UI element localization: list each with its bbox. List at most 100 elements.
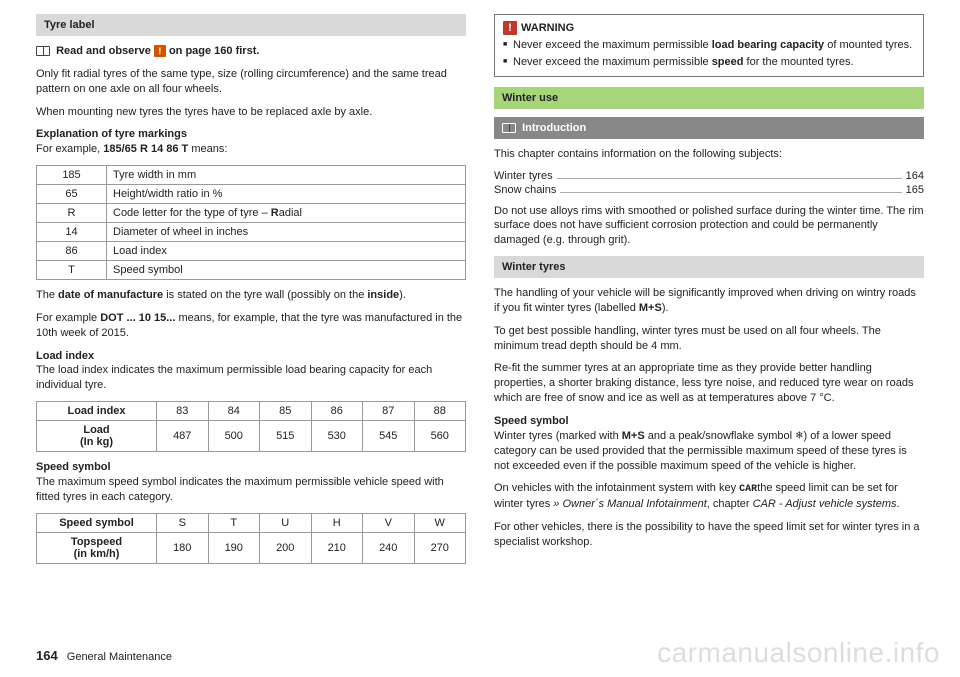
marking-code: 185 [37,166,107,185]
wt-p2: To get best possible handling, winter ty… [494,324,924,354]
load-cell: 545 [363,421,415,452]
load-cell: 500 [208,421,260,452]
load-p: The load index indicates the maximum per… [36,364,432,391]
introduction-text: Introduction [522,122,586,134]
marking-code: 65 [37,185,107,204]
load-cell: 88 [414,402,466,421]
expl-eg-bold: 185/65 R 14 86 T [103,143,188,155]
table-tyre-marking: 185Tyre width in mm65Height/width ratio … [36,165,466,280]
warning-item: Never exceed the maximum permissible loa… [503,38,915,53]
toc: Winter tyres 164 Snow chains 165 [494,170,924,196]
load-index-block: Load index The load index indicates the … [36,349,466,394]
dot-pre: For example [36,312,100,324]
marking-desc: Diameter of wheel in inches [107,223,466,242]
ss-p1-b1: M+S [622,430,645,442]
marking-desc: Load index [107,242,466,261]
speed-cell: 210 [311,532,363,563]
marking-desc: Tyre width in mm [107,166,466,185]
warning-item: Never exceed the maximum permissible spe… [503,55,915,70]
ss-p3: For other vehicles, there is the possibi… [494,520,924,550]
expl-heading-text: Explanation of tyre markings [36,128,187,140]
load-row2-label: Load (In kg) [37,421,157,452]
wt-p1-post: ). [662,302,669,314]
speed-row1-label: Speed symbol [37,513,157,532]
car-key-icon: CAR [739,484,757,495]
explanation-heading: Explanation of tyre markings For example… [36,127,466,157]
dot-b: DOT ... 10 15... [100,312,175,324]
table-load-index: Load index 83 84 85 86 87 88 Load (In kg… [36,401,466,452]
footer-section: General Maintenance [67,651,172,663]
speed-cell: S [157,513,209,532]
page-number: 164 [36,648,58,663]
speed-h: Speed symbol [36,461,111,473]
dom-b2: inside [367,289,399,301]
speed-cell: T [208,513,260,532]
dom-b1: date of manufacture [58,289,163,301]
page-footer: 164 General Maintenance [36,648,172,663]
speed-cell: W [414,513,466,532]
table-row: 185Tyre width in mm [37,166,466,185]
dom-post: ). [399,289,406,301]
book-icon [36,46,50,56]
table-row: 86Load index [37,242,466,261]
ss-p2-end: . [896,498,899,510]
toc-label: Winter tyres [494,170,553,182]
warning-title: !WARNING [503,21,915,35]
ss-p2-pre: On vehicles with the infotainment system… [494,482,739,494]
marking-code: 86 [37,242,107,261]
expl-eg-post: means: [188,143,227,155]
read-observe-pre: Read and observe [56,45,151,57]
toc-label: Snow chains [494,184,556,196]
speed-cell: 270 [414,532,466,563]
wt-p1-pre: The handling of your vehicle will be sig… [494,287,916,314]
table-row: 65Height/width ratio in % [37,185,466,204]
intro-para: This chapter contains information on the… [494,147,924,162]
speed-cell: 180 [157,532,209,563]
intro-para2: Do not use alloys rims with smoothed or … [494,204,924,249]
load-h: Load index [36,350,94,362]
heading-winter-tyres: Winter tyres [494,256,924,278]
speed-symbol-block: Speed symbol The maximum speed symbol in… [36,460,466,505]
marking-code: 14 [37,223,107,242]
load-row1-label: Load index [37,402,157,421]
wt-p1-b: M+S [639,302,662,314]
toc-page: 165 [906,184,924,196]
read-observe-post: on page 160 first. [169,45,259,57]
load-cell: 86 [311,402,363,421]
expl-eg-pre: For example, [36,143,103,155]
table-speed-symbol: Speed symbol S T U H V W Topspeed (in km… [36,513,466,564]
read-observe-line: Read and observe ! on page 160 first. [36,44,466,59]
load-cell: 560 [414,421,466,452]
load-cell: 87 [363,402,415,421]
watermark: carmanualsonline.info [657,637,940,669]
load-cell: 85 [260,402,312,421]
ss-p1-mid: and a peak/snowflake symbol [645,430,795,442]
para-mounting: When mounting new tyres the tyres have t… [36,105,466,120]
speed-cell: V [363,513,415,532]
para-dot: For example DOT ... 10 15... means, for … [36,311,466,341]
warn-square-icon: ! [154,45,166,57]
speed-p: The maximum speed symbol indicates the m… [36,476,444,503]
load-cell: 530 [311,421,363,452]
snowflake-icon: ❄ [795,430,803,441]
heading-tyre-label: Tyre label [36,14,466,36]
dom-mid: is stated on the tyre wall (possibly on … [163,289,367,301]
load-cell: 487 [157,421,209,452]
book-icon [502,123,516,133]
toc-row: Winter tyres 164 [494,170,924,182]
toc-dots [560,192,901,193]
speed-cell: 200 [260,532,312,563]
toc-page: 164 [906,170,924,182]
marking-code: R [37,204,107,223]
table-row: TSpeed symbol [37,261,466,280]
warn-red-icon: ! [503,21,517,35]
warning-box: !WARNING Never exceed the maximum permis… [494,14,924,77]
speed-cell: H [311,513,363,532]
wt-p3: Re-fit the summer tyres at an appropriat… [494,361,924,406]
ss-p2-post: , chapter [707,498,753,510]
marking-code: T [37,261,107,280]
table-row: 14Diameter of wheel in inches [37,223,466,242]
ss-p2: On vehicles with the infotainment system… [494,481,924,511]
marking-desc: Height/width ratio in % [107,185,466,204]
table-row: RCode letter for the type of tyre – Radi… [37,204,466,223]
